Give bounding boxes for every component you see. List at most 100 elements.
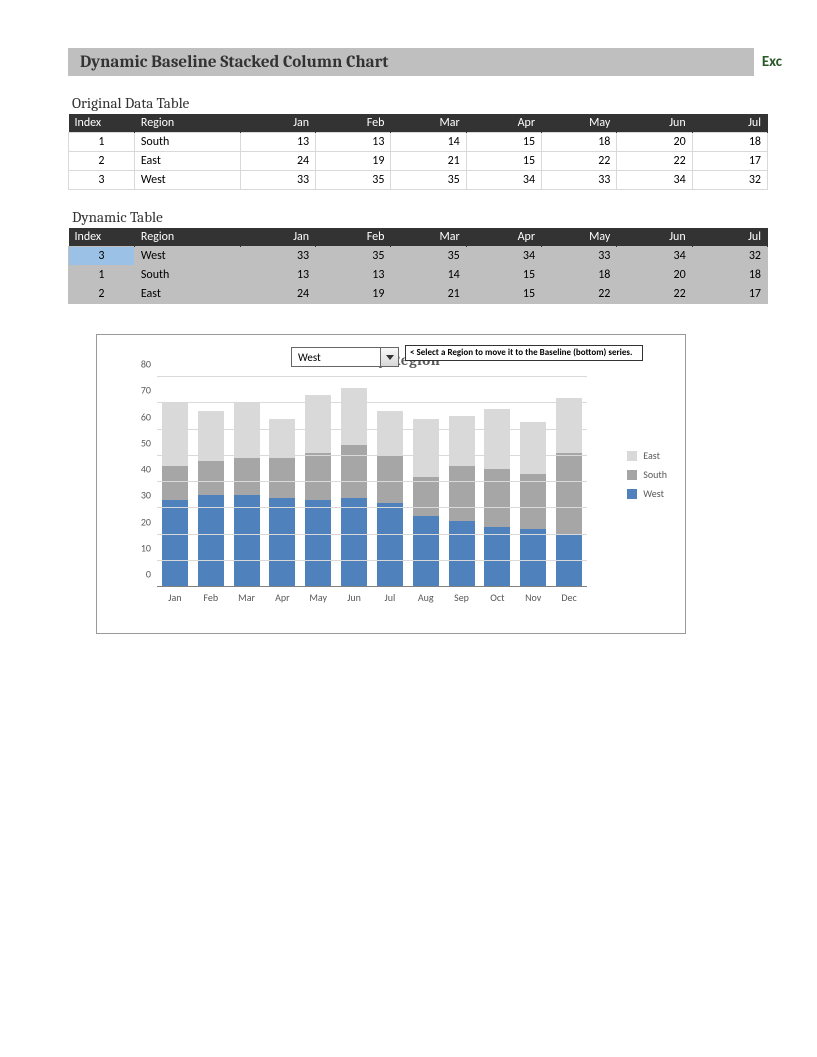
- cell-region: East: [134, 152, 240, 171]
- table-row: 2East24192115222217: [69, 152, 768, 171]
- bar-column: [341, 388, 367, 588]
- bar-segment-west: [484, 527, 510, 587]
- cell-value: 18: [692, 133, 767, 152]
- table-row: 2East24192115222217: [69, 285, 768, 304]
- column-header: Jun: [617, 114, 692, 133]
- y-axis-label: 70: [127, 384, 151, 397]
- column-header: Mar: [391, 228, 466, 247]
- y-axis-label: 40: [127, 463, 151, 476]
- y-axis-label: 10: [127, 541, 151, 554]
- cell-value: 15: [466, 133, 541, 152]
- y-axis-label: 0: [127, 568, 151, 581]
- table-row: 1South13131415182018: [69, 266, 768, 285]
- bar-segment-south: [162, 466, 188, 500]
- column-header: Jan: [240, 114, 315, 133]
- bar-segment-east: [449, 416, 475, 466]
- legend-item: South: [627, 468, 667, 481]
- cell-value: 22: [542, 152, 617, 171]
- bar-segment-west: [449, 521, 475, 587]
- bar-segment-south: [520, 474, 546, 529]
- cell-index: 3: [69, 247, 135, 266]
- cell-value: 20: [617, 266, 692, 285]
- bar-column: [413, 419, 439, 587]
- cell-value: 35: [391, 171, 466, 190]
- bar-segment-south: [234, 458, 260, 495]
- bar-segment-south: [305, 453, 331, 500]
- cell-value: 19: [316, 285, 391, 304]
- bar-segment-west: [162, 500, 188, 587]
- bar-segment-east: [305, 395, 331, 453]
- dynamic-data-table: IndexRegionJanFebMarAprMayJunJul 3West33…: [68, 228, 768, 304]
- cell-value: 15: [466, 152, 541, 171]
- x-axis-label: May: [305, 591, 331, 604]
- cell-index: 1: [69, 133, 135, 152]
- bar-segment-east: [556, 398, 582, 453]
- bar-segment-south: [198, 461, 224, 495]
- x-axis-label: Aug: [413, 591, 439, 604]
- column-header: Index: [69, 228, 135, 247]
- bar-segment-east: [377, 411, 403, 456]
- cell-value: 22: [617, 285, 692, 304]
- bar-segment-east: [341, 388, 367, 446]
- bar-segment-west: [198, 495, 224, 587]
- bar-segment-south: [341, 445, 367, 498]
- bar-segment-east: [520, 422, 546, 475]
- bar-column: [449, 416, 475, 587]
- cell-value: 34: [617, 247, 692, 266]
- bar-segment-south: [484, 469, 510, 527]
- cell-value: 33: [542, 171, 617, 190]
- cell-value: 22: [542, 285, 617, 304]
- cell-index: 1: [69, 266, 135, 285]
- table-header-row: IndexRegionJanFebMarAprMayJunJul: [69, 228, 768, 247]
- title-bar: Dynamic Baseline Stacked Column Chart Ex…: [68, 48, 788, 76]
- bar-segment-west: [341, 498, 367, 587]
- cell-value: 33: [240, 171, 315, 190]
- cell-value: 20: [617, 133, 692, 152]
- cell-value: 34: [617, 171, 692, 190]
- cell-value: 32: [692, 171, 767, 190]
- chevron-down-icon[interactable]: [380, 348, 398, 366]
- column-header: Jul: [692, 228, 767, 247]
- table-row: 3West33353534333432: [69, 247, 768, 266]
- cell-value: 21: [391, 152, 466, 171]
- bar-segment-west: [520, 529, 546, 587]
- cell-value: 22: [617, 152, 692, 171]
- chart-legend: EastSouthWest: [627, 443, 667, 506]
- bar-segment-south: [377, 456, 403, 503]
- bar-segment-west: [377, 503, 403, 587]
- bar-segment-south: [449, 466, 475, 521]
- region-select-dropdown[interactable]: West: [291, 347, 399, 367]
- x-axis-label: Jan: [162, 591, 188, 604]
- chart-plot-area: 01020304050607080: [157, 377, 587, 587]
- column-header: Mar: [391, 114, 466, 133]
- table-row: 3West33353534333432: [69, 171, 768, 190]
- cell-region: West: [134, 247, 240, 266]
- cell-value: 34: [466, 171, 541, 190]
- legend-label: South: [643, 468, 667, 481]
- cell-value: 19: [316, 152, 391, 171]
- bar-segment-west: [556, 535, 582, 588]
- bar-column: [305, 395, 331, 587]
- cell-region: South: [134, 133, 240, 152]
- bar-segment-west: [269, 498, 295, 587]
- legend-item: West: [627, 487, 667, 500]
- cell-value: 13: [316, 133, 391, 152]
- cell-value: 35: [391, 247, 466, 266]
- column-header: Apr: [466, 228, 541, 247]
- legend-swatch: [627, 451, 637, 461]
- x-axis-label: Mar: [234, 591, 260, 604]
- x-axis-label: Feb: [198, 591, 224, 604]
- column-header: Index: [69, 114, 135, 133]
- dynamic-table-title: Dynamic Table: [72, 208, 760, 226]
- column-header: Jun: [617, 228, 692, 247]
- bar-segment-east: [198, 411, 224, 461]
- column-header: Feb: [316, 228, 391, 247]
- bar-segment-south: [556, 453, 582, 534]
- y-axis-label: 80: [127, 358, 151, 371]
- cell-value: 18: [542, 133, 617, 152]
- chart-panel: …… .y Region West < Select a Region to m…: [96, 334, 686, 634]
- bar-column: [520, 422, 546, 587]
- y-axis-label: 20: [127, 515, 151, 528]
- table-header-row: IndexRegionJanFebMarAprMayJunJul: [69, 114, 768, 133]
- cell-value: 18: [542, 266, 617, 285]
